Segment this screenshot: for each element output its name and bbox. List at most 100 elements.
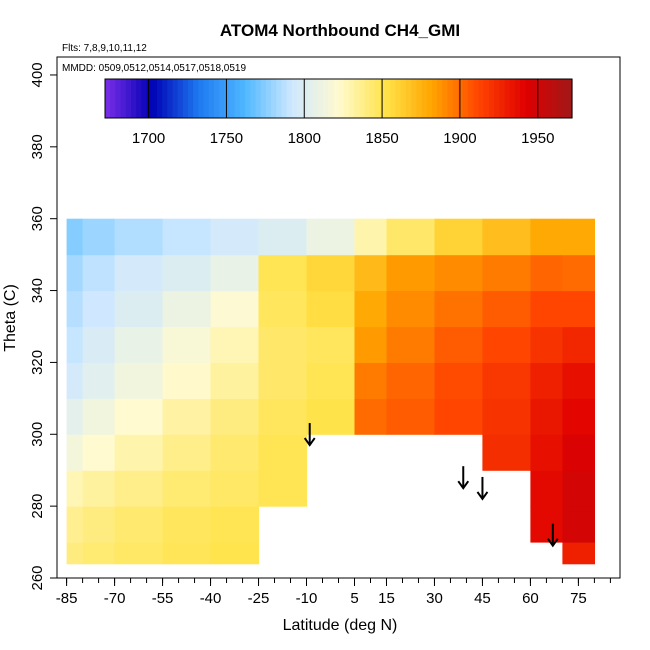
y-axis: 260 280 300 320 340 360 380 400 bbox=[29, 62, 57, 591]
flight-arrow bbox=[457, 466, 470, 490]
x-tick-label: 5 bbox=[350, 590, 358, 607]
colorbar-swatch bbox=[105, 79, 111, 118]
colorbar-swatch bbox=[115, 79, 122, 118]
colorbar-swatch bbox=[271, 79, 277, 118]
field-cell bbox=[386, 398, 436, 435]
field-cell bbox=[210, 326, 260, 363]
field-cell bbox=[354, 326, 388, 363]
colorbar-swatch bbox=[177, 79, 184, 118]
colorbar-swatch bbox=[120, 79, 127, 118]
x-axis-label: Latitude (deg N) bbox=[283, 617, 398, 634]
field-cell bbox=[66, 398, 84, 435]
field-cell bbox=[386, 218, 436, 256]
colorbar-swatch bbox=[182, 79, 189, 118]
colorbar-swatch bbox=[535, 79, 542, 118]
field-cell bbox=[482, 434, 531, 471]
field-cell bbox=[66, 470, 84, 507]
colorbar-swatch bbox=[260, 79, 267, 118]
field-cell bbox=[354, 362, 388, 399]
x-axis: -85 -70 -55 -40 -25 -10 5 15 30 45 60 75 bbox=[56, 578, 611, 607]
field-cell bbox=[530, 506, 563, 543]
colorbar-swatch bbox=[250, 79, 257, 118]
flight-arrows bbox=[303, 423, 559, 548]
colorbar-swatch bbox=[286, 79, 293, 118]
colorbar-swatch bbox=[281, 79, 288, 118]
field-cell bbox=[562, 362, 595, 399]
colorbar-swatch bbox=[167, 79, 174, 118]
field-cell bbox=[82, 362, 116, 399]
field-cell bbox=[162, 470, 212, 507]
field-cell bbox=[66, 434, 84, 471]
field-cell bbox=[162, 542, 212, 565]
colorbar-swatch bbox=[374, 79, 381, 118]
colorbar-swatch bbox=[483, 79, 490, 118]
colorbar-swatch bbox=[359, 79, 366, 118]
colorbar-frame bbox=[104, 78, 573, 119]
x-tick-label: -70 bbox=[104, 590, 126, 607]
colorbar-swatch bbox=[333, 79, 340, 118]
colorbar-swatch bbox=[494, 79, 500, 118]
field-cell bbox=[114, 506, 164, 543]
data-field bbox=[66, 218, 595, 565]
colorbar-swatch bbox=[151, 79, 158, 118]
field-cell bbox=[210, 362, 260, 399]
colorbar-swatch bbox=[125, 79, 132, 118]
y-tick-label: 320 bbox=[29, 350, 46, 375]
field-cell bbox=[530, 398, 563, 435]
field-cell bbox=[530, 218, 563, 256]
field-cell bbox=[162, 254, 212, 292]
field-cell bbox=[114, 434, 164, 471]
field-cell bbox=[434, 326, 484, 363]
field-cell bbox=[306, 218, 356, 256]
chart-title: ATOM4 Northbound CH4_GMI bbox=[220, 21, 460, 40]
colorbar-swatch bbox=[478, 79, 485, 118]
field-cell bbox=[562, 542, 595, 565]
field-cell bbox=[114, 362, 164, 399]
field-cell bbox=[66, 326, 84, 363]
flight-arrow bbox=[476, 476, 489, 501]
colorbar-swatch bbox=[566, 79, 573, 118]
field-cell bbox=[82, 542, 116, 565]
field-cell bbox=[386, 362, 436, 399]
colorbar-swatch bbox=[514, 79, 521, 118]
colorbar-swatch bbox=[130, 79, 137, 118]
x-tick-label: -25 bbox=[248, 590, 270, 607]
field-cell bbox=[562, 470, 595, 507]
field-cell bbox=[162, 362, 212, 399]
colorbar-swatch bbox=[188, 79, 194, 118]
field-cell bbox=[210, 218, 260, 256]
flights-note: Flts: 7,8,9,10,11,12 bbox=[62, 43, 147, 54]
field-cell bbox=[306, 290, 356, 328]
colorbar-swatch bbox=[291, 79, 298, 118]
colorbar-swatch bbox=[317, 79, 324, 118]
field-cell bbox=[562, 434, 595, 471]
field-cell bbox=[562, 254, 595, 292]
field-cell bbox=[210, 470, 260, 507]
colorbar-swatch bbox=[395, 79, 402, 118]
colorbar-swatch bbox=[136, 79, 142, 118]
field-cell bbox=[386, 326, 436, 363]
colorbar-swatch bbox=[208, 79, 215, 118]
colorbar-swatch bbox=[239, 79, 246, 118]
colorbar-swatch bbox=[198, 79, 205, 118]
y-tick-label: 400 bbox=[29, 62, 46, 87]
field-cell bbox=[82, 326, 116, 363]
field-cell bbox=[66, 218, 84, 256]
field-cell bbox=[562, 290, 595, 328]
colorbar-swatch bbox=[426, 79, 433, 118]
field-cell bbox=[162, 218, 212, 256]
field-cell bbox=[258, 398, 308, 435]
field-cell bbox=[82, 434, 116, 471]
field-cell bbox=[434, 254, 484, 292]
colorbar-swatch bbox=[338, 79, 345, 118]
field-cell bbox=[66, 542, 84, 565]
field-cell bbox=[530, 434, 563, 471]
field-cell bbox=[482, 326, 531, 363]
colorbar-swatch bbox=[312, 79, 319, 118]
field-cell bbox=[82, 470, 116, 507]
x-tick-label: -85 bbox=[56, 590, 78, 607]
field-cell bbox=[82, 506, 116, 543]
colorbar-swatch bbox=[369, 79, 376, 118]
colorbar-tick-label: 1950 bbox=[521, 130, 554, 147]
colorbar-swatch bbox=[146, 79, 153, 118]
